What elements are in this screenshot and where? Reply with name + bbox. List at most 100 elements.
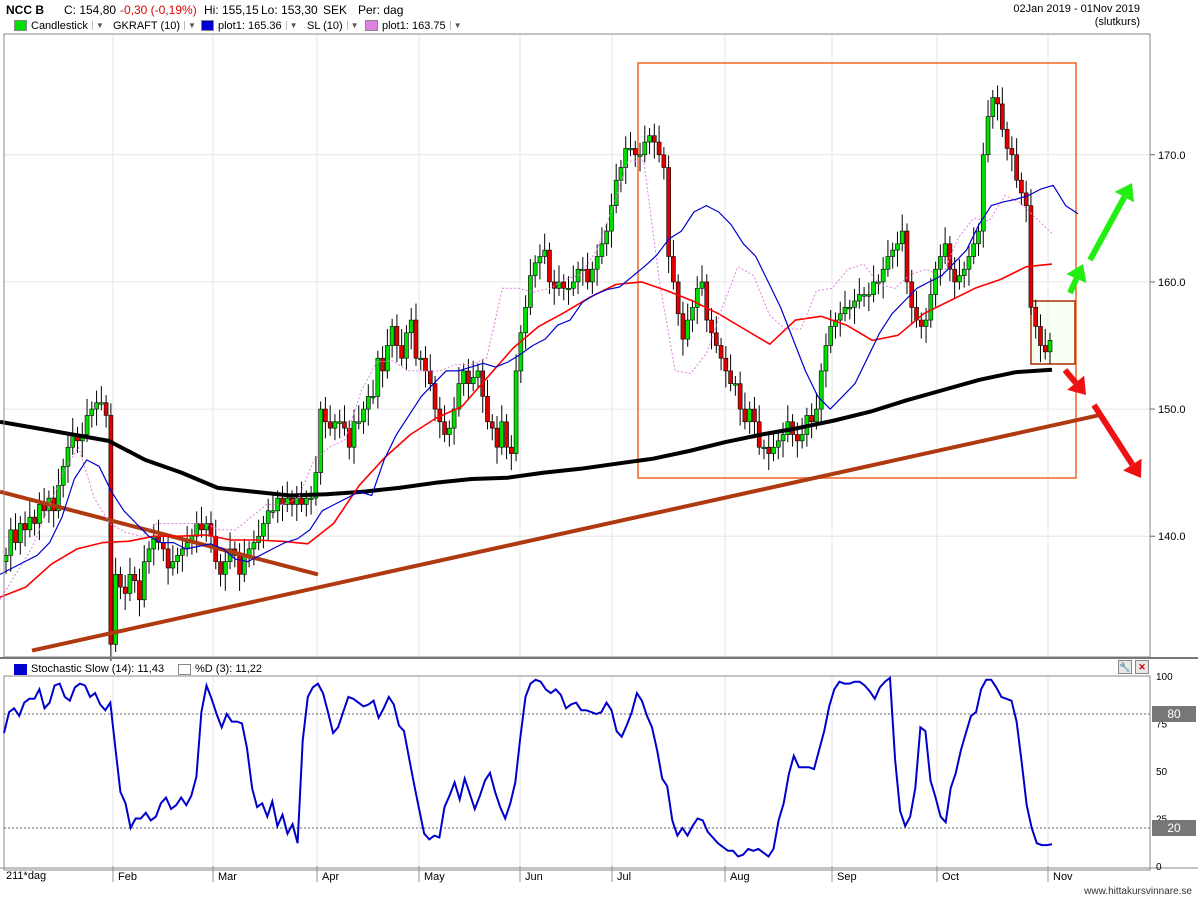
candle-body	[585, 268, 590, 283]
candle-body	[799, 434, 805, 442]
candle-body	[408, 319, 414, 334]
candle-body	[304, 497, 309, 505]
candle-body	[828, 326, 834, 346]
candle-body	[971, 243, 977, 257]
candle-body	[466, 370, 471, 384]
candle-body	[122, 586, 128, 594]
candle-body	[647, 135, 652, 143]
candle-body	[222, 561, 228, 575]
wrench-icon[interactable]: 🔧	[1118, 660, 1132, 674]
candle-body	[995, 97, 1000, 105]
arrow-down-small-shaft	[1062, 368, 1079, 385]
period: Per: dag	[358, 3, 404, 17]
arrow-down-large-head	[1123, 458, 1142, 478]
x-tick-label: Jul	[617, 871, 631, 883]
candle-body	[575, 268, 581, 283]
candle-body	[18, 523, 23, 543]
candle-body	[32, 516, 37, 524]
low-price: Lo: 153,30	[261, 3, 318, 17]
candle-body	[652, 135, 657, 143]
legend-swatch	[14, 663, 27, 675]
candle-body	[375, 357, 381, 397]
candle-body	[251, 542, 257, 550]
chevron-down-icon[interactable]: ▼	[184, 21, 196, 30]
candle-body	[389, 326, 395, 346]
chevron-down-icon[interactable]: ▼	[285, 21, 298, 30]
candle-body	[242, 554, 247, 575]
candle-body	[942, 243, 948, 257]
candle-body	[475, 370, 481, 378]
candle-body	[842, 307, 848, 315]
stochastic-legend[interactable]: Stochastic Slow (14): 11,43	[14, 663, 164, 675]
candle-body	[361, 408, 366, 423]
candle-body	[8, 529, 14, 556]
candle-body	[1023, 192, 1029, 206]
candle-body	[280, 497, 285, 505]
date-range-text: 02Jan 2019 - 01Nov 2019	[1013, 3, 1140, 15]
candle-body	[566, 287, 571, 291]
candle-body	[1014, 154, 1019, 181]
legend-candlestick[interactable]: Candlestick ▼	[14, 18, 104, 33]
candle-body	[761, 446, 767, 450]
candle-body	[618, 167, 624, 181]
candle-body	[485, 396, 490, 423]
candle-body	[342, 421, 347, 429]
candle-body	[833, 319, 838, 327]
candle-body	[909, 281, 915, 308]
chevron-down-icon[interactable]: ▼	[449, 21, 462, 30]
candle-body	[132, 574, 138, 582]
legend-label: plot1: 163.75	[382, 19, 446, 32]
candle-body	[551, 281, 557, 289]
candle-body	[370, 396, 376, 399]
candle-body	[1042, 345, 1048, 353]
candle-body	[170, 561, 176, 569]
legend-plot1-blue[interactable]: plot1: 165.36 ▼	[201, 18, 298, 33]
candle-body	[108, 415, 114, 645]
arrow-up-small-head	[1066, 264, 1087, 284]
candle-body	[675, 281, 681, 315]
candle-body	[127, 574, 133, 594]
candle-body	[523, 307, 528, 334]
chevron-down-icon[interactable]: ▼	[91, 21, 104, 30]
candle-body	[985, 116, 991, 156]
arrow-up-large-head	[1114, 183, 1134, 203]
signal-line-violet	[0, 160, 1053, 601]
annotations	[637, 62, 1142, 479]
candle-body	[199, 523, 204, 531]
stoch-tick-label: 75	[1156, 720, 1168, 731]
candle-body	[404, 332, 409, 359]
close-icon[interactable]: ✕	[1135, 660, 1149, 674]
legend-plot1-violet[interactable]: plot1: 163.75 ▼	[365, 18, 462, 33]
candle-body	[308, 497, 314, 500]
site-url[interactable]: www.hittakursvinnare.se	[1084, 886, 1192, 897]
candle-body	[327, 421, 333, 429]
candle-body	[685, 319, 690, 340]
candle-body	[580, 268, 586, 272]
candle-body	[399, 345, 404, 359]
candle-body	[65, 446, 71, 467]
legend-swatch	[365, 20, 378, 31]
candle-body	[628, 148, 633, 151]
candle-body	[513, 370, 519, 454]
candle-body	[3, 554, 9, 562]
legend-sl[interactable]: SL (10) ▼	[307, 18, 359, 33]
stochastic-d-legend[interactable]: %D (3): 11,22	[178, 663, 262, 675]
stoch-reference-label: 80	[1167, 707, 1181, 721]
stoch-tick-label: 0	[1156, 862, 1162, 873]
candle-body	[289, 497, 295, 505]
stoch-reference-badge	[1152, 820, 1196, 836]
candle-body	[880, 268, 886, 283]
grid	[4, 34, 1150, 882]
candle-body	[470, 376, 476, 384]
candle-body	[923, 319, 929, 327]
candle-body	[666, 167, 671, 257]
symbol: NCC B	[6, 3, 44, 17]
trendline-up	[31, 413, 1099, 653]
legend-gkraft[interactable]: GKRAFT (10) ▼	[113, 18, 196, 33]
candle-body	[728, 370, 733, 384]
high-price: Hi: 155,15	[204, 3, 259, 17]
chevron-down-icon[interactable]: ▼	[346, 21, 359, 30]
candle-body	[394, 326, 400, 346]
candle-body	[175, 554, 180, 562]
